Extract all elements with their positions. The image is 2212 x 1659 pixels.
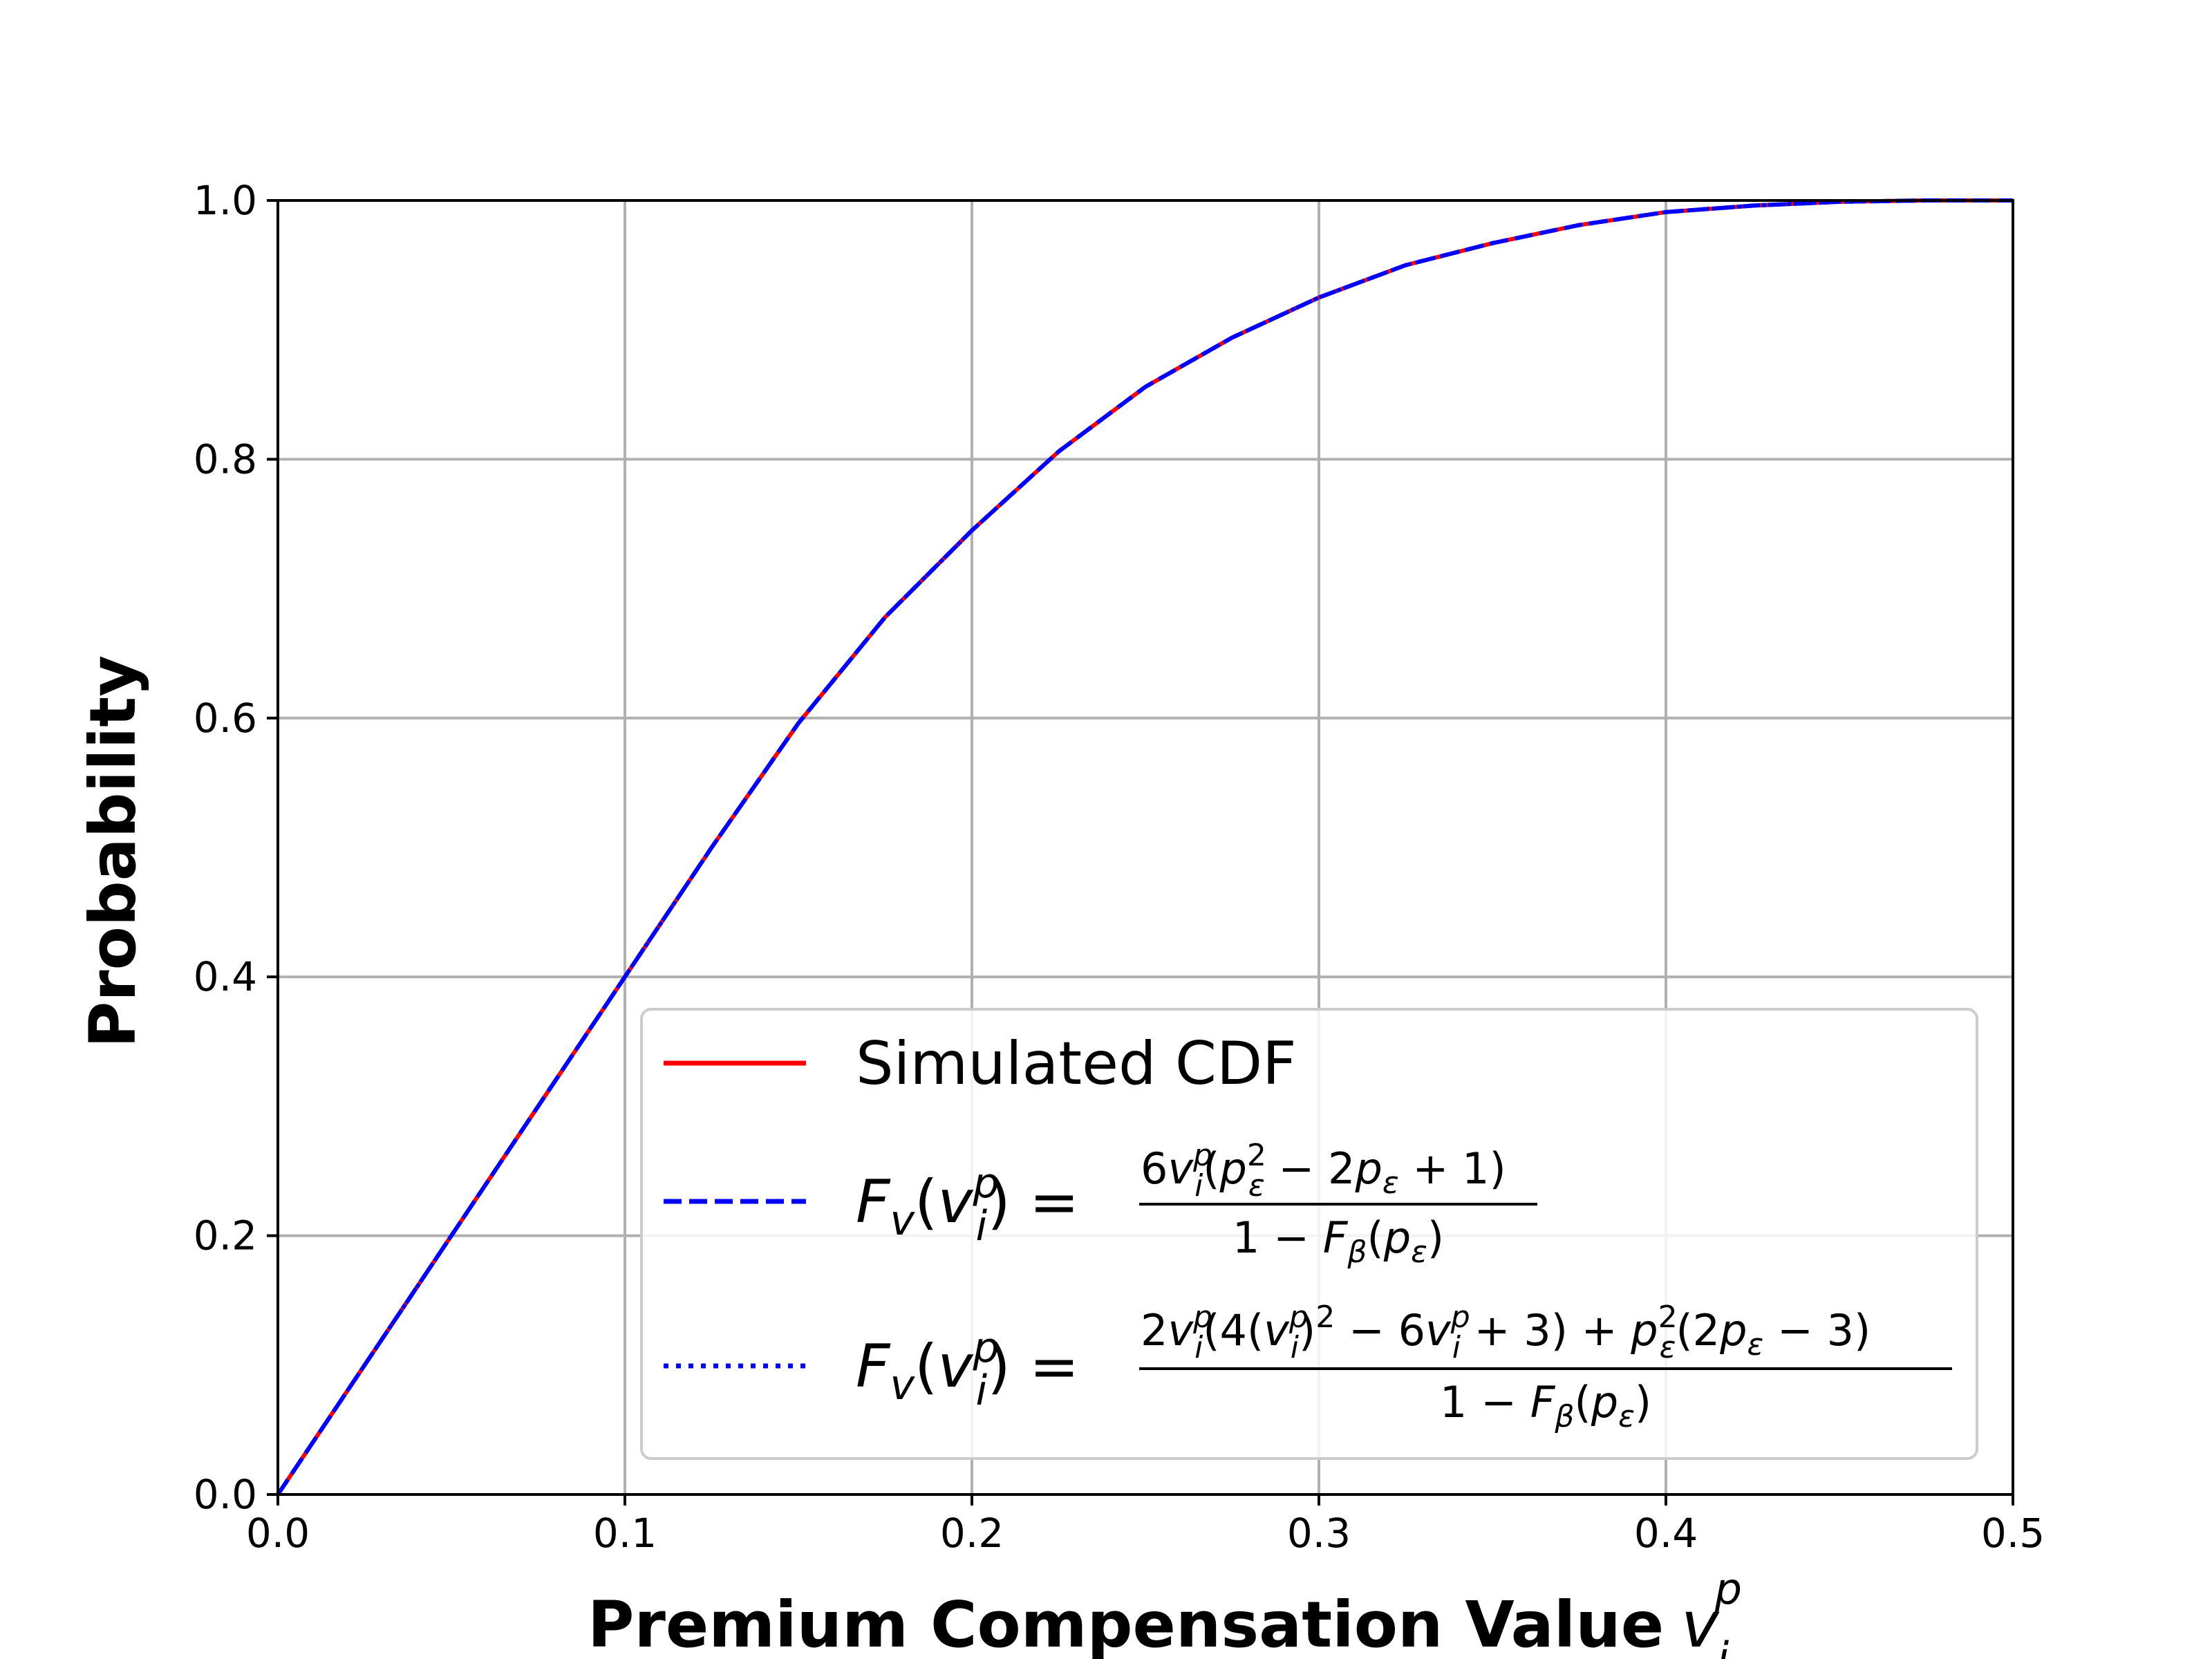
ticks: 0.0 0.1 0.2 0.3 0.4 0.5 0.0 0.2 0.4 0.6 0.8 1.0	[194, 177, 2045, 1557]
x-tick-label: 0.5	[1981, 1510, 2045, 1557]
svg-text:1 − Fβ(pε): 1 − Fβ(pε)	[1440, 1377, 1651, 1434]
legend-box	[640, 1008, 1978, 1460]
legend-label-analytic-1: Fv(vp i) = 6vp i(p2 ε − 2pε + 1) 1 − Fβ(pε)	[856, 1138, 1537, 1270]
y-tick-label: 0.6	[194, 695, 257, 742]
legend-label-analytic-2: Fv(vp i) = 2vp i(4(vp i)2 − 6vp i + 3) + p2 ε…	[856, 1300, 1952, 1434]
x-axis-label-sup: p	[1714, 1564, 1742, 1614]
legend-label-simulated: Simulated CDF	[856, 1029, 1297, 1098]
x-tick-label: 0.2	[940, 1510, 1004, 1557]
x-tick-label: 0.4	[1634, 1510, 1698, 1557]
svg-text:1 − Fβ(pε): 1 − Fβ(pε)	[1232, 1212, 1444, 1270]
x-tick-label: 0.3	[1287, 1510, 1351, 1557]
grid	[276, 199, 2014, 1496]
plot-frame	[276, 199, 2014, 1496]
x-axis-label-text: Premium Compensation Value	[588, 1588, 1664, 1659]
y-tick-label: 1.0	[194, 177, 257, 224]
x-axis-label-symbol: v	[1681, 1588, 1720, 1659]
x-tick-label: 0.1	[593, 1510, 657, 1557]
y-axis-label: Probability	[76, 655, 150, 1048]
svg-text:Fv(vpi) =: Fv(vp i) =	[856, 1159, 1079, 1250]
y-tick-label: 0.8	[194, 435, 257, 482]
y-tick-label: 0.0	[194, 1471, 257, 1518]
legend: Simulated CDF Fv(vp i) = 6vp i(p2 ε − 2pε +…	[640, 1008, 1978, 1460]
x-axis-label-sub: i	[1717, 1633, 1729, 1659]
x-tick-label: 0.0	[246, 1510, 310, 1557]
y-tick-label: 0.2	[194, 1212, 257, 1259]
series-layer	[276, 198, 2013, 1496]
x-axis-label: Premium Compensation Value vp i	[588, 1564, 1742, 1659]
svg-text:Fv(vpi) =: Fv(vp i) =	[856, 1324, 1079, 1415]
y-tick-label: 0.4	[194, 953, 257, 1000]
series-line-2	[276, 198, 2013, 1496]
